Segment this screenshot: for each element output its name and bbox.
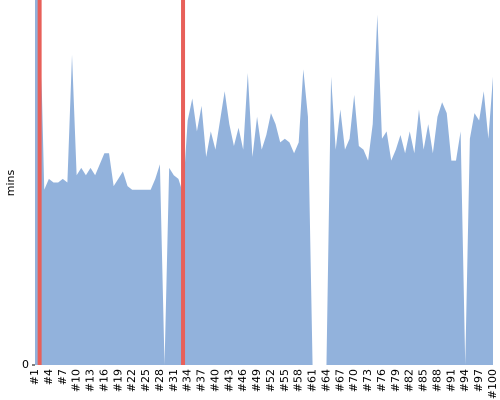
x-tick-label: #85 — [417, 369, 430, 392]
x-tick-label: #40 — [208, 369, 221, 392]
y-axis-label: mins — [4, 169, 17, 196]
x-tick-label: #67 — [333, 369, 346, 392]
x-tick-label: #70 — [347, 369, 360, 392]
x-tick-label: #79 — [389, 369, 402, 392]
highlight-bar — [181, 0, 186, 365]
x-tick-label: #28 — [153, 369, 166, 392]
x-tick-label: #31 — [167, 369, 180, 392]
x-tick-label: #37 — [195, 369, 208, 392]
highlight-bar — [37, 0, 42, 365]
x-tick-label: #88 — [430, 369, 443, 392]
x-tick-label: #61 — [306, 369, 319, 392]
x-tick-label: #94 — [458, 369, 471, 392]
x-tick-label: #16 — [97, 369, 110, 392]
x-tick-label: #49 — [250, 369, 263, 392]
y-tick-label: 0 — [22, 358, 29, 371]
x-tick-label: #91 — [444, 369, 457, 392]
area — [35, 0, 493, 365]
x-tick-label: #1 — [28, 369, 41, 385]
x-tick-label: #4 — [42, 369, 55, 385]
x-tick-label: #82 — [403, 369, 416, 392]
x-tick-label: #19 — [111, 369, 124, 392]
x-tick-label: #55 — [278, 369, 291, 392]
x-tick-label: #22 — [125, 369, 138, 392]
x-tick-label: #52 — [264, 369, 277, 392]
x-tick-label: #43 — [222, 369, 235, 392]
x-tick-label: #73 — [361, 369, 374, 392]
x-tick-label: #25 — [139, 369, 152, 392]
x-tick-label: #7 — [56, 369, 69, 385]
x-tick-label: #100 — [486, 369, 499, 399]
x-tick-label: #13 — [84, 369, 97, 392]
x-tick-label: #46 — [236, 369, 249, 392]
x-tick-label: #97 — [472, 369, 485, 392]
x-tick-label: #76 — [375, 369, 388, 392]
x-tick-label: #34 — [181, 369, 194, 392]
x-tick-label: #10 — [70, 369, 83, 392]
x-tick-label: #58 — [292, 369, 305, 392]
x-tick-label: #64 — [319, 369, 332, 392]
